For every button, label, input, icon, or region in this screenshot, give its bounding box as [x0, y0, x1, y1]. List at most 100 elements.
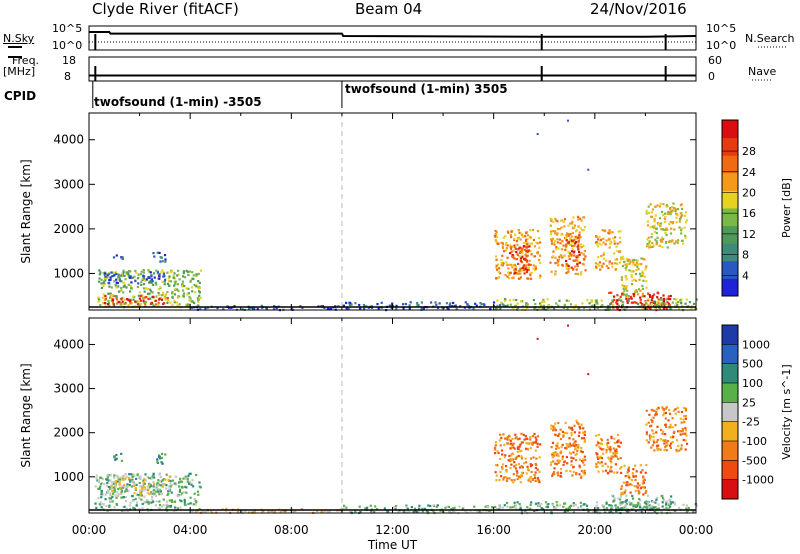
velocity-cell [615, 455, 618, 458]
velocity-cell [533, 509, 536, 512]
power-cell [607, 305, 610, 308]
power-cell [495, 277, 498, 280]
velocity-cell [599, 455, 602, 458]
velocity-cell [673, 501, 676, 504]
power-cell [197, 304, 200, 307]
power-cell [695, 298, 698, 301]
power-cell [576, 265, 579, 268]
power-cell [199, 296, 202, 300]
velocity-cell [143, 500, 146, 503]
power-cell [127, 272, 130, 275]
power-cell [168, 279, 171, 283]
power-cell [528, 259, 531, 262]
velocity-cell [534, 502, 537, 505]
power-cell [612, 237, 615, 240]
power-cell [618, 236, 621, 239]
power-cell [623, 260, 626, 264]
velocity-cell [453, 506, 456, 509]
velocity-cell [405, 511, 408, 514]
power-cell [114, 270, 117, 274]
power-cell [614, 268, 617, 271]
velocity-cell [508, 434, 511, 437]
velocity-cell [668, 502, 671, 505]
power-cell [157, 288, 160, 291]
velocity-cell [607, 441, 610, 444]
power-cell [509, 272, 512, 275]
power-cell [598, 261, 601, 264]
velocity-cell [674, 408, 677, 411]
power-cell [496, 268, 499, 271]
power-cell [626, 262, 629, 266]
power-cell [663, 217, 666, 220]
power-cell [569, 233, 572, 236]
power-cell [639, 296, 642, 299]
power-cell [102, 284, 105, 287]
power-cell [172, 276, 175, 279]
velocity-cell [523, 462, 526, 465]
power-cell [611, 299, 614, 302]
power-cell [482, 303, 485, 306]
velocity-cell [684, 409, 687, 412]
power-cell [523, 264, 526, 267]
velocity-cell [661, 505, 664, 508]
power-cell [134, 279, 137, 283]
power-cell [452, 301, 455, 305]
velocity-cell [165, 473, 168, 476]
power-cell [569, 243, 572, 246]
power-cell [567, 255, 570, 258]
power-cell [551, 255, 554, 258]
power-cell [553, 240, 557, 243]
power-cell [517, 277, 520, 280]
power-cell [142, 269, 145, 272]
power-cell [143, 290, 146, 293]
power-cell [680, 227, 683, 230]
velocity-cell [520, 465, 523, 468]
cpid-segment-1: twofsound (1-min) -3505 [94, 95, 262, 109]
velocity-cell [241, 510, 244, 513]
velocity-cell [174, 482, 177, 485]
power-cell [571, 247, 574, 250]
velocity-cell [538, 456, 541, 459]
velocity-colorbar-tick-label: 25 [742, 396, 756, 409]
power-cell [666, 301, 669, 304]
velocity-cell [494, 471, 497, 474]
power-cell [147, 269, 150, 272]
velocity-cell [606, 465, 610, 468]
power-cell [182, 295, 185, 298]
velocity-cell [110, 484, 113, 488]
power-cell [654, 238, 657, 241]
power-colorbar-swatch [722, 120, 738, 139]
velocity-cell [114, 486, 117, 489]
velocity-cell [660, 510, 663, 513]
velocity-cell [152, 500, 155, 503]
velocity-cell [104, 498, 107, 501]
power-cell [619, 241, 622, 244]
power-cell [129, 270, 132, 273]
velocity-cell [673, 430, 676, 433]
velocity-cell [677, 410, 680, 413]
power-cell [136, 285, 139, 289]
power-cell [121, 303, 124, 306]
velocity-cell [99, 485, 102, 488]
velocity-cell [566, 462, 569, 465]
velocity-cell [127, 490, 130, 493]
velocity-cell [518, 466, 522, 469]
power-cell [104, 298, 107, 301]
power-cell [662, 299, 665, 302]
power-cell [627, 299, 630, 302]
power-cell [665, 205, 668, 208]
power-cell [529, 263, 532, 266]
power-cell [574, 238, 578, 241]
velocity-cell [188, 482, 191, 485]
power-cell [510, 250, 513, 253]
power-cell [107, 281, 110, 285]
velocity-cell [618, 445, 621, 448]
power-cell [577, 246, 581, 249]
velocity-cell [665, 425, 668, 428]
velocity-cell [568, 437, 571, 440]
power-cell [590, 300, 593, 304]
velocity-cell [620, 491, 623, 494]
power-cell [138, 297, 141, 300]
velocity-cell [110, 497, 113, 500]
power-cell [556, 232, 559, 235]
